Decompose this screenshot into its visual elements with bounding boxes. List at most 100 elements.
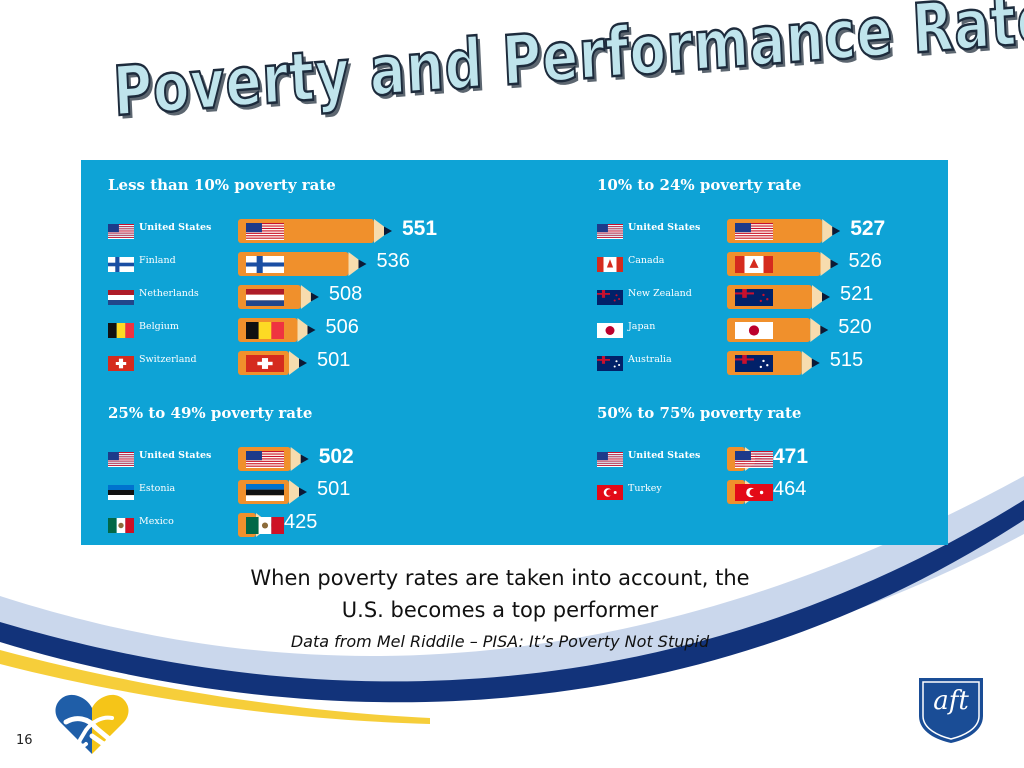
score-value: 502 [318, 445, 354, 468]
score-bar-pencil [238, 351, 307, 375]
country-name: Japan [628, 321, 656, 332]
pencil-tip [830, 259, 839, 269]
country-name: Turkey [628, 483, 662, 494]
caption-source: Data from Mel Riddile – PISA: It’s Pover… [290, 632, 710, 651]
japan-flag [735, 322, 773, 339]
aft-logo-text: aft [933, 686, 969, 716]
score-value: 506 [325, 316, 359, 338]
pencil-tip [310, 292, 319, 302]
finland-flag [108, 257, 134, 272]
panel-title: 10% to 24% poverty rate [597, 176, 802, 194]
mexico-flag [246, 517, 284, 534]
country-name: Finland [139, 255, 176, 266]
us-flag [108, 224, 134, 239]
pencil-tip [832, 226, 841, 236]
pencil-tip [822, 292, 830, 302]
country-row: Estonia 501 [108, 477, 528, 505]
score-value: 515 [829, 349, 864, 371]
score-bar-pencil [727, 318, 829, 342]
turkey-flag [597, 485, 623, 500]
score-value: 425 [284, 511, 318, 533]
score-bar-pencil [238, 513, 284, 537]
score-bar-pencil [727, 252, 839, 276]
pencil-tip [384, 226, 392, 236]
score-bar-pencil [238, 219, 392, 243]
country-flag-small [597, 356, 623, 371]
country-row: United States 471 [597, 444, 1017, 472]
score-bar-pencil [727, 285, 830, 309]
caption-line-2: U.S. becomes a top performer [341, 598, 659, 622]
pencil-wood [289, 351, 305, 375]
country-row: Canada 526 [597, 249, 1017, 277]
country-flag-small [108, 485, 134, 500]
switzerland-flag [246, 355, 284, 372]
pencil-wood [297, 318, 314, 342]
country-name: Estonia [139, 483, 176, 494]
pencil-wood [289, 480, 305, 504]
country-flag-small [108, 356, 134, 371]
country-name: United States [139, 222, 212, 233]
country-flag-small [108, 452, 134, 467]
country-flag-small [108, 224, 134, 239]
pencil-tip [358, 259, 367, 269]
country-flag-small [597, 452, 623, 467]
country-flag-small [108, 290, 134, 305]
country-row: Switzerland 501 [108, 348, 528, 376]
score-bar-pencil [238, 252, 367, 276]
country-name: Mexico [139, 516, 174, 527]
pencil-wood [290, 447, 307, 471]
country-flag-small [108, 257, 134, 272]
pencil-wood [812, 285, 828, 309]
country-row: Australia 515 [597, 348, 1017, 376]
country-row: Finland 536 [108, 249, 528, 277]
belgium-flag [246, 322, 284, 339]
new-zealand-flag [597, 290, 623, 305]
us-flag [735, 223, 773, 240]
score-bar-pencil [238, 318, 316, 342]
country-row: Turkey 464 [597, 477, 1017, 505]
pencil-tip [820, 325, 829, 335]
swoosh-light-band [0, 476, 1024, 695]
us-flag [246, 451, 284, 468]
canada-flag [735, 256, 773, 273]
country-name: Canada [628, 255, 665, 266]
score-value: 536 [376, 250, 410, 272]
score-bar-pencil [727, 480, 773, 504]
poverty-performance-infographic: Less than 10% poverty rate United States… [81, 160, 948, 545]
pencil-wood [820, 252, 837, 276]
australia-flag [735, 355, 773, 372]
panel-title: 25% to 49% poverty rate [108, 404, 313, 422]
country-name: New Zealand [628, 288, 692, 299]
score-bar-pencil [727, 351, 820, 375]
us-flag [597, 224, 623, 239]
score-value: 501 [317, 349, 351, 371]
country-name: Belgium [139, 321, 179, 332]
pencil-wood [374, 219, 390, 243]
australia-flag [597, 356, 623, 371]
country-name: Switzerland [139, 354, 197, 365]
aft-logo: aft [915, 676, 987, 744]
caption-line-1: When poverty rates are taken into accoun… [250, 566, 750, 590]
netherlands-flag [246, 289, 284, 306]
pencil-tip [811, 358, 820, 368]
score-bar-pencil [238, 447, 309, 471]
score-bar-pencil [238, 285, 319, 309]
country-name: United States [628, 450, 701, 461]
pencil-wood [300, 285, 317, 309]
country-row: New Zealand 521 [597, 282, 1017, 310]
mexico-flag [108, 518, 134, 533]
score-value: 471 [773, 445, 809, 468]
country-row: United States 527 [597, 216, 1017, 244]
us-flag [597, 452, 623, 467]
country-row: Japan 520 [597, 315, 1017, 343]
slide-number: 16 [16, 733, 33, 748]
netherlands-flag [108, 290, 134, 305]
finland-flag [246, 256, 284, 273]
score-value: 464 [773, 478, 807, 500]
pencil-wood [348, 252, 365, 276]
switzerland-flag [108, 356, 134, 371]
canada-flag [597, 257, 623, 272]
estonia-flag [108, 485, 134, 500]
country-row: United States 551 [108, 216, 528, 244]
